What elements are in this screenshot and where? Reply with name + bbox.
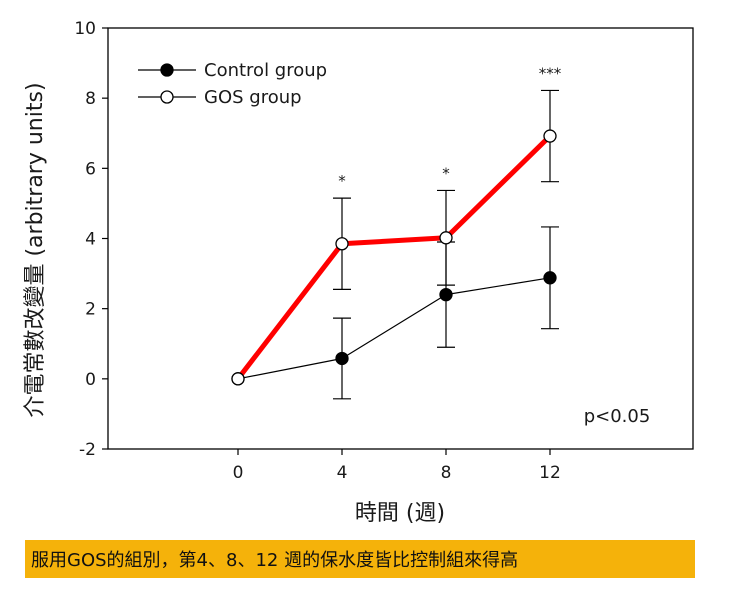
data-point-gos-group [335, 237, 349, 251]
series-line-control-group [237, 277, 551, 380]
x-axis-title: 時間 (週) [355, 501, 445, 526]
data-point-gos-group [439, 231, 453, 245]
data-point-control-group [543, 271, 557, 285]
y-tick-label: 10 [74, 19, 96, 39]
series-line-gos-group [236, 134, 552, 381]
significance-marks: * **** [338, 64, 562, 190]
significance-mark: * [442, 164, 450, 182]
legend: Control group GOS group [138, 60, 327, 108]
x-tick-label: 4 [337, 463, 348, 483]
significance-mark: *** [539, 64, 562, 82]
p-value-annotation: p<0.05 [584, 406, 651, 427]
x-tick-label: 8 [441, 463, 452, 483]
data-point-gos-group [543, 129, 557, 143]
legend-marker [160, 63, 174, 77]
legend-marker [160, 90, 174, 104]
y-tick-label: -2 [79, 440, 96, 460]
data-point-control-group [335, 351, 349, 366]
caption-banner: 服用GOS的組別，第4、8、12 週的保水度皆比控制組來得高 [25, 540, 695, 578]
x-tick-label: 12 [539, 463, 561, 483]
legend-label: GOS group [204, 87, 302, 108]
caption-text: 服用GOS的組別，第4、8、12 週的保水度皆比控制組來得高 [31, 550, 519, 571]
x-tick-label: 0 [233, 463, 244, 483]
significance-mark: * [338, 172, 346, 190]
y-tick-label: 0 [85, 370, 96, 390]
series-markers [231, 129, 557, 386]
legend-label: Control group [204, 60, 327, 81]
y-axis-title: 介電常數改變量 (arbitrary units) [23, 82, 48, 417]
x-axis: 0 4 8 12 [233, 449, 561, 483]
data-point-gos-group [231, 372, 245, 386]
series-lines [236, 134, 552, 381]
y-tick-label: 8 [85, 89, 96, 109]
y-axis: -2 0 2 4 6 8 10 [74, 19, 108, 460]
data-point-control-group [439, 287, 453, 302]
y-tick-label: 4 [85, 230, 96, 250]
y-tick-label: 6 [85, 159, 96, 179]
y-tick-label: 2 [85, 300, 96, 320]
